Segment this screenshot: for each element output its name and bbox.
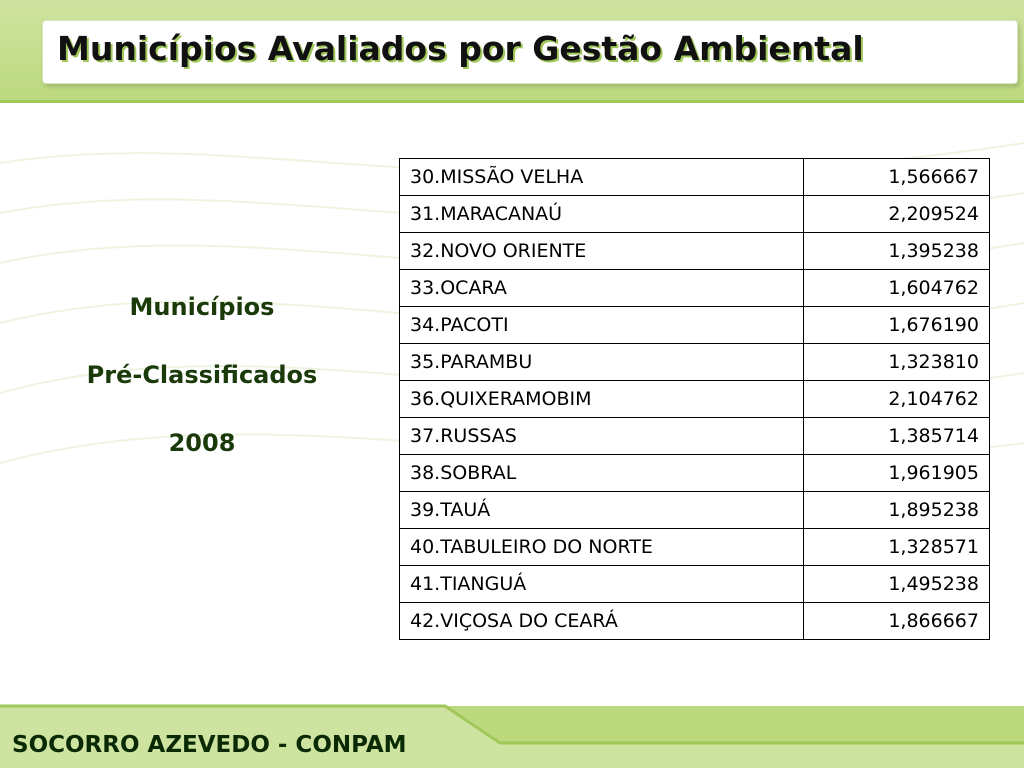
- table-row: 31.MARACANAÚ 2,209524: [399, 195, 990, 233]
- municipio-score: 1,323810: [803, 343, 990, 381]
- table-row: 42.VIÇOSA DO CEARÁ 1,866667: [399, 602, 990, 640]
- table-row: 32.NOVO ORIENTE 1,395238: [399, 232, 990, 270]
- municipio-score: 1,866667: [803, 602, 990, 640]
- table-row: 36.QUIXERAMOBIM 2,104762: [399, 380, 990, 418]
- municipio-score: 1,495238: [803, 565, 990, 603]
- municipio-score: 1,961905: [803, 454, 990, 492]
- municipio-score: 1,895238: [803, 491, 990, 529]
- municipio-score: 1,676190: [803, 306, 990, 344]
- municipio-score: 1,604762: [803, 269, 990, 307]
- municipio-score: 2,104762: [803, 380, 990, 418]
- municipio-name: 37.RUSSAS: [399, 417, 804, 455]
- table-row: 39.TAUÁ 1,895238: [399, 491, 990, 529]
- table-row: 34.PACOTI 1,676190: [399, 306, 990, 344]
- municipio-name: 34.PACOTI: [399, 306, 804, 344]
- municipio-name: 40.TABULEIRO DO NORTE: [399, 528, 804, 566]
- municipio-score: 1,566667: [803, 158, 990, 196]
- municipio-score: 1,385714: [803, 417, 990, 455]
- municipio-name: 30.MISSÃO VELHA: [399, 158, 804, 196]
- classification-label: Municípios Pré-Classificados 2008: [40, 290, 364, 494]
- side-line-year: 2008: [168, 429, 236, 457]
- table-row: 30.MISSÃO VELHA 1,566667: [399, 158, 990, 196]
- municipio-name: 33.OCARA: [399, 269, 804, 307]
- side-line-preclassificados: Pré-Classificados: [86, 361, 318, 389]
- municipio-name: 31.MARACANAÚ: [399, 195, 804, 233]
- table-row: 38.SOBRAL 1,961905: [399, 454, 990, 492]
- page-title: Municípios Avaliados por Gestão Ambienta…: [57, 29, 864, 68]
- municipio-score: 1,395238: [803, 232, 990, 270]
- footer-author: SOCORRO AZEVEDO - CONPAM: [12, 732, 407, 758]
- table-row: 35.PARAMBU 1,323810: [399, 343, 990, 381]
- municipios-table: 30.MISSÃO VELHA 1,566667 31.MARACANAÚ 2,209…: [399, 158, 990, 640]
- municipio-name: 41.TIANGUÁ: [399, 565, 804, 603]
- table-row: 40.TABULEIRO DO NORTE 1,328571: [399, 528, 990, 566]
- municipio-score: 1,328571: [803, 528, 990, 566]
- footer-tab-shape: [0, 704, 1024, 768]
- municipio-name: 42.VIÇOSA DO CEARÁ: [399, 602, 804, 640]
- municipio-name: 39.TAUÁ: [399, 491, 804, 529]
- header-band: Municípios Avaliados por Gestão Ambienta…: [0, 0, 1024, 103]
- municipio-name: 38.SOBRAL: [399, 454, 804, 492]
- municipio-name: 32.NOVO ORIENTE: [399, 232, 804, 270]
- table-row: 37.RUSSAS 1,385714: [399, 417, 990, 455]
- table-row: 41.TIANGUÁ 1,495238: [399, 565, 990, 603]
- side-line-municipios: Municípios: [129, 293, 275, 321]
- table-row: 33.OCARA 1,604762: [399, 269, 990, 307]
- municipio-name: 35.PARAMBU: [399, 343, 804, 381]
- municipio-name: 36.QUIXERAMOBIM: [399, 380, 804, 418]
- title-box: Municípios Avaliados por Gestão Ambienta…: [42, 20, 1018, 84]
- municipio-score: 2,209524: [803, 195, 990, 233]
